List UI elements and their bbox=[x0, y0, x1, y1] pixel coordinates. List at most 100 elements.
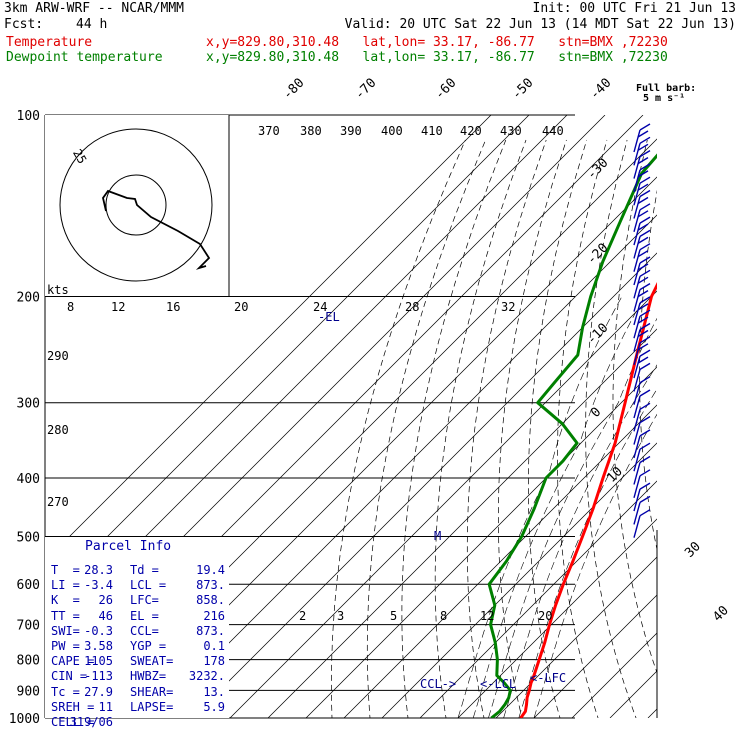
isotherm bbox=[45, 115, 530, 600]
moist-adiabat bbox=[533, 413, 657, 718]
full-barb-units: 5 m s⁻¹ bbox=[643, 93, 686, 104]
wind-barb-staff bbox=[633, 515, 641, 538]
wind-barb-staff bbox=[633, 143, 641, 166]
wind-barb-flag bbox=[637, 343, 649, 351]
isotherm-top-label: -80 bbox=[280, 76, 307, 103]
parcel-param-label: Td = bbox=[130, 563, 159, 577]
dry-adiabat bbox=[690, 140, 740, 731]
mixing-ratio-label: 12 bbox=[111, 300, 125, 314]
parcel-param-label: SWI= bbox=[51, 623, 80, 638]
wind-barb-flag bbox=[639, 322, 651, 331]
hodograph-trace bbox=[102, 189, 211, 270]
isotherm-right-label: 0 bbox=[588, 405, 604, 421]
pressure-tick-label: 1000 bbox=[9, 712, 40, 727]
isotherm-right-label: -20 bbox=[584, 241, 611, 268]
dry-adiabat bbox=[331, 139, 466, 718]
wind-barb-flag bbox=[639, 229, 651, 238]
wind-barb bbox=[633, 189, 651, 219]
theta-label: 440 bbox=[542, 124, 564, 138]
wind-barb bbox=[633, 349, 651, 379]
dry-adiabat bbox=[715, 140, 740, 731]
wind-barb bbox=[633, 469, 651, 498]
wind-barb-flag bbox=[639, 123, 651, 131]
wind-barb-flag bbox=[639, 189, 651, 198]
isotherm bbox=[267, 328, 657, 718]
parcel-param-label: LFC= bbox=[130, 593, 159, 608]
wind-barb-flag bbox=[639, 336, 651, 344]
mixing-ratio-label: 8 bbox=[67, 300, 74, 314]
isotherm-top-label: -50 bbox=[509, 76, 536, 103]
wind-barb bbox=[633, 216, 651, 246]
isotherm bbox=[381, 442, 657, 718]
parcel-param-label: SHEAR= bbox=[130, 684, 174, 699]
hodograph: 25 kts bbox=[45, 115, 230, 297]
lower-mixing-label: 3 bbox=[337, 609, 344, 623]
level-marker: <-LCL bbox=[480, 677, 516, 691]
wind-barb-flag bbox=[639, 495, 651, 504]
wind-barb-staff bbox=[633, 462, 641, 485]
theta-label: 430 bbox=[500, 124, 522, 138]
mixing-ratio-label: 28 bbox=[405, 300, 419, 314]
isotherm-right-label: 40 bbox=[710, 603, 732, 625]
wind-barb-flag bbox=[639, 282, 651, 291]
wind-barb-staff bbox=[633, 316, 641, 339]
temperature-location: x,y=829.80,310.48 lat,lon= 33.17, -86.77… bbox=[206, 35, 668, 50]
theta-label: 390 bbox=[340, 124, 362, 138]
isotherm bbox=[457, 518, 657, 718]
wind-barb-flag bbox=[639, 309, 651, 317]
hodograph-inner-ring bbox=[105, 174, 167, 236]
isotherm bbox=[229, 290, 657, 718]
isotherm bbox=[305, 366, 657, 718]
theta-label: 400 bbox=[381, 124, 403, 138]
parcel-param-label: LAPSE= bbox=[130, 699, 174, 714]
dry-adiabat bbox=[466, 139, 547, 718]
wind-barb-staff bbox=[633, 369, 641, 392]
parcel-param-value: 873. bbox=[196, 578, 225, 593]
pressure-tick-label: 200 bbox=[17, 291, 40, 306]
wind-barb-flag bbox=[639, 455, 651, 464]
wind-barb-flag bbox=[639, 482, 651, 490]
forecast-hour: 44 h bbox=[76, 17, 108, 32]
isotherm bbox=[343, 404, 657, 718]
wind-barb bbox=[633, 136, 651, 166]
parcel-param-label: TT = bbox=[51, 608, 80, 623]
parcel-param-value: 27.9 bbox=[84, 684, 113, 699]
temperature-legend: Temperature bbox=[6, 35, 93, 50]
wind-barb-flag bbox=[637, 303, 649, 311]
parcel-param-label: YGP = bbox=[130, 639, 167, 653]
wind-barb bbox=[633, 509, 651, 538]
theta-label: 380 bbox=[300, 124, 322, 138]
dewpoint-profile-line bbox=[487, 153, 657, 718]
wind-barb-flag bbox=[637, 356, 649, 364]
dry-adiabat bbox=[585, 139, 637, 718]
parcel-param-value: 26 bbox=[98, 593, 113, 608]
parcel-param-value: 873. bbox=[196, 623, 225, 638]
lower-mixing-label: 5 bbox=[390, 609, 397, 623]
wind-barb-flag bbox=[637, 170, 649, 178]
wind-barb-staff bbox=[633, 302, 641, 326]
parcel-param-value: 319/06 bbox=[69, 715, 113, 729]
parcel-param-value: 0.1 bbox=[203, 639, 225, 653]
wind-barb-flag bbox=[637, 156, 649, 165]
parcel-param-label: CAPE = bbox=[51, 654, 95, 669]
wind-barb-staff bbox=[633, 449, 641, 472]
parcel-param-label: HWBZ= bbox=[130, 669, 167, 684]
parcel-param-label: PW = bbox=[51, 639, 80, 653]
wind-barb-flag bbox=[639, 243, 651, 251]
wind-barb-flag bbox=[637, 316, 649, 324]
isotherm bbox=[45, 115, 492, 562]
wind-barb-staff bbox=[633, 342, 641, 365]
wind-barb bbox=[633, 203, 651, 232]
parcel-param-label: EL = bbox=[130, 608, 159, 623]
parcel-param-label: T = bbox=[51, 563, 80, 577]
wind-barb-flag bbox=[637, 276, 649, 284]
wind-barb-staff bbox=[633, 222, 641, 246]
wind-barb bbox=[633, 176, 651, 206]
parcel-info-box: Parcel Info T = 28.3 Td = 19.4 LI = -3.4 LCL =… bbox=[45, 537, 229, 729]
parcel-param-value: 11 bbox=[98, 699, 113, 714]
temperature-profile-line bbox=[519, 282, 657, 718]
pressure-tick-label: 100 bbox=[17, 109, 40, 124]
isotherm bbox=[495, 556, 657, 718]
isotherm-top-label: -40 bbox=[587, 76, 614, 103]
